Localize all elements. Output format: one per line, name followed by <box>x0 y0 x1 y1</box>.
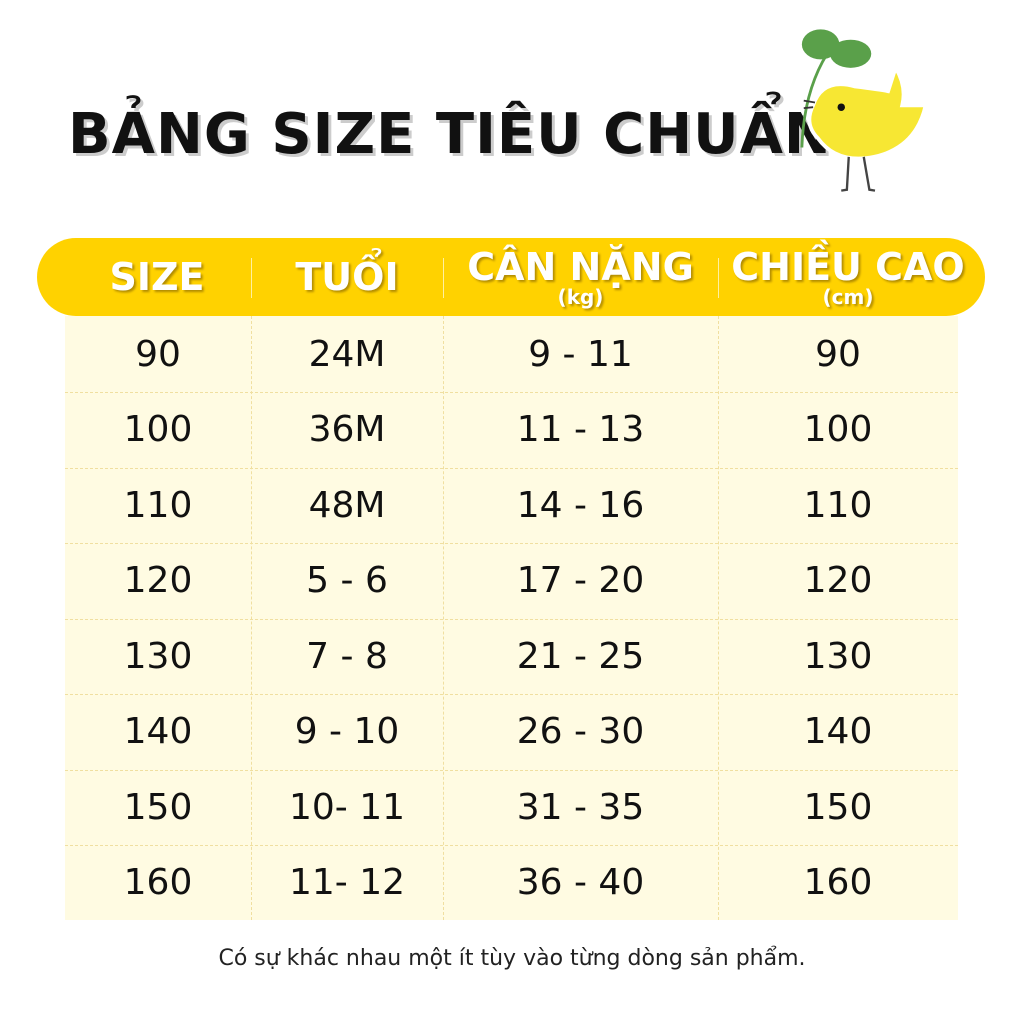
footer-note: Có sự khác nhau một ít tùy vào từng dòng… <box>218 946 806 971</box>
header-divider <box>443 258 444 298</box>
table-cell: 160 <box>123 862 193 903</box>
table-cell: 7 - 8 <box>306 635 388 677</box>
header-size: SIZE <box>67 238 247 316</box>
table-cell: 110 <box>803 484 873 526</box>
column-divider <box>443 316 444 920</box>
table-cell: 14 - 16 <box>516 484 645 526</box>
table-cell: 120 <box>123 560 193 601</box>
header-age: TUỔI <box>251 238 443 316</box>
header-unit: (cm) <box>822 285 874 309</box>
header-divider <box>718 258 719 298</box>
header-weight: CÂN NẶNG (kg) <box>443 238 718 316</box>
table-row: 150 10- 11 31 - 35 150 <box>65 769 958 846</box>
table-cell: 10- 11 <box>288 786 406 828</box>
table-cell: 100 <box>123 409 193 450</box>
table-cell: 9 - 10 <box>294 711 400 752</box>
table-row: 120 5 - 6 17 - 20 120 <box>65 543 958 620</box>
table-cell: 21 - 25 <box>516 635 645 677</box>
header-label: CÂN NẶNG <box>467 245 694 289</box>
table-cell: 36 - 40 <box>516 862 645 903</box>
header-divider <box>251 258 252 298</box>
table-cell: 150 <box>803 786 873 828</box>
table-row: 130 7 - 8 21 - 25 130 <box>65 618 958 695</box>
table-cell: 90 <box>135 333 181 375</box>
yellow-bird-mascot-icon <box>800 29 928 192</box>
column-divider <box>251 316 252 920</box>
table-row: 110 48M 14 - 16 110 <box>65 467 958 544</box>
table-cell: 31 - 35 <box>516 786 645 828</box>
table-cell: 26 - 30 <box>516 711 645 752</box>
table-cell: 11 - 13 <box>516 409 645 450</box>
table-cell: 90 <box>815 333 861 375</box>
table-cell: 130 <box>123 635 193 677</box>
table-row: 90 24M 9 - 11 90 <box>65 316 958 393</box>
table-cell: 120 <box>803 560 873 601</box>
table-header: SIZE TUỔI CÂN NẶNG (kg) CHIỀU CAO (cm) <box>37 238 985 316</box>
header-label: SIZE <box>109 255 205 299</box>
column-divider <box>718 316 719 920</box>
table-cell: 130 <box>803 635 873 677</box>
table-cell: 150 <box>123 786 193 828</box>
table-row: 160 11- 12 36 - 40 160 <box>65 845 958 921</box>
table-cell: 36M <box>308 409 386 450</box>
table-cell: 100 <box>803 409 873 450</box>
header-unit: (kg) <box>557 285 604 309</box>
table-cell: 9 - 11 <box>528 333 633 375</box>
header-label: TUỔI <box>295 255 399 299</box>
table-cell: 160 <box>803 862 873 903</box>
table-cell: 48M <box>308 484 386 526</box>
table-cell: 140 <box>123 711 193 752</box>
table-cell: 24M <box>308 333 386 375</box>
table-cell: 11- 12 <box>288 862 406 903</box>
header-height: CHIỀU CAO (cm) <box>718 238 978 316</box>
header-label: CHIỀU CAO <box>731 245 965 289</box>
table-cell: 140 <box>803 711 873 752</box>
table-cell: 110 <box>123 484 193 526</box>
table-row: 100 36M 11 - 13 100 <box>65 392 958 469</box>
size-table: 90 24M 9 - 11 90 100 36M 11 - 13 100 110 48M 14 - … <box>65 316 958 920</box>
page-title: BẢNG SIZE TIÊU CHUẨN <box>68 102 832 167</box>
table-cell: 5 - 6 <box>306 560 388 601</box>
table-cell: 17 - 20 <box>516 560 645 601</box>
table-row: 140 9 - 10 26 - 30 140 <box>65 694 958 771</box>
